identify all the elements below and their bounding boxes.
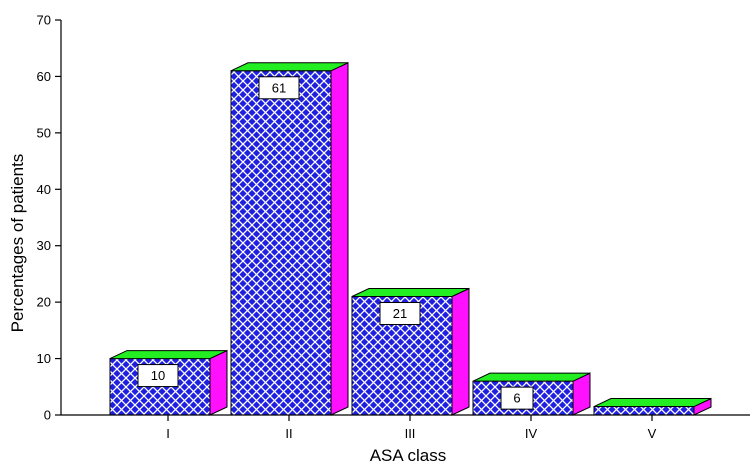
bar <box>230 61 349 416</box>
x-axis-title: ASA class <box>370 446 447 465</box>
bar-side-face <box>209 349 228 416</box>
data-label-value: 21 <box>393 306 407 321</box>
x-ticks-group: I II III IV V <box>166 415 657 441</box>
y-tick-label: 50 <box>37 125 51 140</box>
bar-top-face <box>472 372 591 382</box>
data-label: 21 <box>379 302 421 325</box>
y-tick-label: 60 <box>37 69 51 84</box>
x-tick-label: II <box>285 426 292 441</box>
data-label: 6 <box>500 386 534 410</box>
y-tick-label: 20 <box>37 295 51 310</box>
y-ticks-group: 0 10 20 30 40 50 60 70 <box>37 13 61 423</box>
y-tick-label: 40 <box>37 182 51 197</box>
y-tick-label: 30 <box>37 238 51 253</box>
y-tick-label: 0 <box>44 408 51 423</box>
x-tick-label: IV <box>525 426 538 441</box>
bar-top-face <box>593 398 712 408</box>
y-tick-label: 70 <box>37 13 51 28</box>
x-tick-label: V <box>648 426 657 441</box>
data-label-box <box>137 364 179 388</box>
data-label-box <box>258 76 300 100</box>
bar-front-face <box>230 70 332 416</box>
data-labels-group: 10 61 21 6 <box>137 76 534 410</box>
bar-front-face <box>593 406 695 416</box>
bar <box>593 397 712 416</box>
data-label-box <box>379 302 421 325</box>
y-tick-label: 10 <box>37 351 51 366</box>
bar-side-face <box>330 61 349 416</box>
data-label: 61 <box>258 76 300 100</box>
y-axis-title: Percentages of patients <box>8 154 27 333</box>
bars-group <box>109 61 712 416</box>
data-label-value: 6 <box>513 391 520 406</box>
axes-group <box>60 20 750 416</box>
data-label: 10 <box>137 364 179 388</box>
x-tick-label: III <box>405 426 416 441</box>
data-label-value: 61 <box>272 80 286 95</box>
x-tick-label: I <box>166 426 170 441</box>
data-label-box <box>500 386 534 410</box>
bar-side-face <box>451 287 470 416</box>
bar-top-face <box>230 62 349 72</box>
bar-top-face <box>351 288 470 297</box>
bar-top-face <box>109 350 228 360</box>
data-label-value: 10 <box>151 368 165 383</box>
